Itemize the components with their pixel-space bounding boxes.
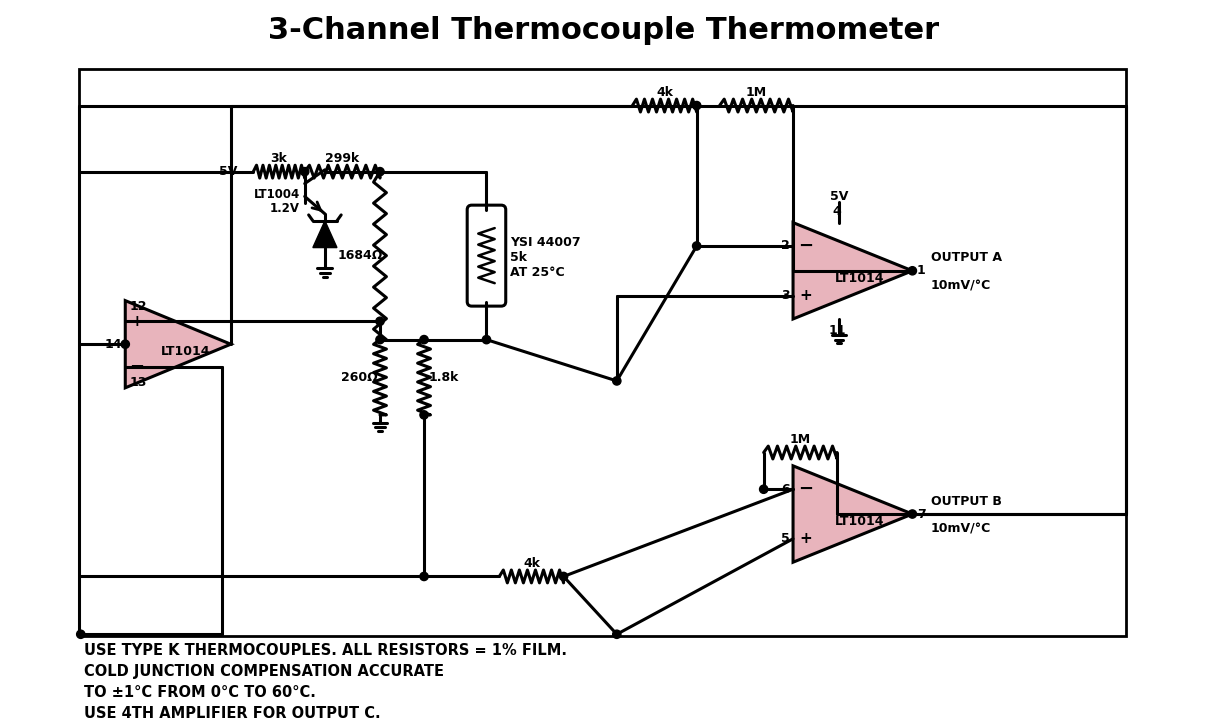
Text: 10mV/°C: 10mV/°C [931,279,991,292]
Circle shape [420,411,428,419]
Text: +: + [130,314,142,328]
Text: 5k: 5k [511,251,527,264]
Circle shape [693,242,701,250]
Text: 3: 3 [781,289,789,302]
Text: 1M: 1M [789,433,811,446]
Circle shape [121,340,129,348]
Text: 3k: 3k [270,152,287,165]
Text: 5V: 5V [829,191,849,204]
Text: OUTPUT B: OUTPUT B [931,494,1002,508]
Text: 2: 2 [781,239,789,252]
Bar [78,69,1126,636]
Circle shape [759,485,768,494]
Text: 5: 5 [781,532,789,545]
Text: 4k: 4k [657,86,674,99]
Circle shape [375,317,384,326]
Circle shape [420,572,428,581]
Text: 11: 11 [828,323,846,336]
Text: −: − [129,358,144,376]
Circle shape [483,336,490,344]
Text: +: + [799,288,812,303]
Circle shape [375,167,384,175]
Polygon shape [793,466,912,562]
Text: LT1004: LT1004 [253,188,301,201]
Text: 4k: 4k [523,557,540,570]
Text: 5V: 5V [220,165,238,178]
Circle shape [301,167,309,175]
Text: LT1014: LT1014 [835,515,885,528]
FancyBboxPatch shape [467,205,506,306]
Text: +: + [799,531,812,547]
Circle shape [613,377,620,385]
Circle shape [908,267,916,275]
Text: 1: 1 [917,265,926,277]
Text: 1.8k: 1.8k [428,370,460,384]
Polygon shape [313,221,337,247]
Text: 260Ω: 260Ω [342,370,378,384]
Text: 6: 6 [781,483,789,496]
Text: 1684Ω: 1684Ω [337,249,383,262]
Text: 1M: 1M [746,86,766,99]
Text: 4: 4 [833,205,841,218]
Circle shape [693,102,701,109]
Text: AT 25°C: AT 25°C [511,265,565,278]
Polygon shape [126,301,231,388]
Text: 12: 12 [130,300,147,313]
Circle shape [613,630,620,639]
Circle shape [76,630,84,639]
Circle shape [559,572,567,581]
Text: USE TYPE K THERMOCOUPLES. ALL RESISTORS = 1% FILM.
COLD JUNCTION COMPENSATION AC: USE TYPE K THERMOCOUPLES. ALL RESISTORS … [84,644,567,721]
Text: −: − [798,237,814,255]
Text: 299k: 299k [325,152,360,165]
Text: 10mV/°C: 10mV/°C [931,522,991,535]
Text: 7: 7 [917,507,926,521]
Text: 14: 14 [104,338,122,351]
Text: 13: 13 [130,376,147,389]
Text: YSI 44007: YSI 44007 [511,236,581,249]
Text: 3-Channel Thermocouple Thermometer: 3-Channel Thermocouple Thermometer [268,16,939,45]
Text: 1.2V: 1.2V [270,202,301,215]
Circle shape [908,510,916,518]
Text: OUTPUT A: OUTPUT A [931,252,1002,265]
Text: −: − [798,480,814,498]
Circle shape [375,336,384,344]
Text: LT1014: LT1014 [835,272,885,285]
Text: LT1014: LT1014 [161,345,210,358]
Circle shape [420,336,428,344]
Polygon shape [793,223,912,319]
